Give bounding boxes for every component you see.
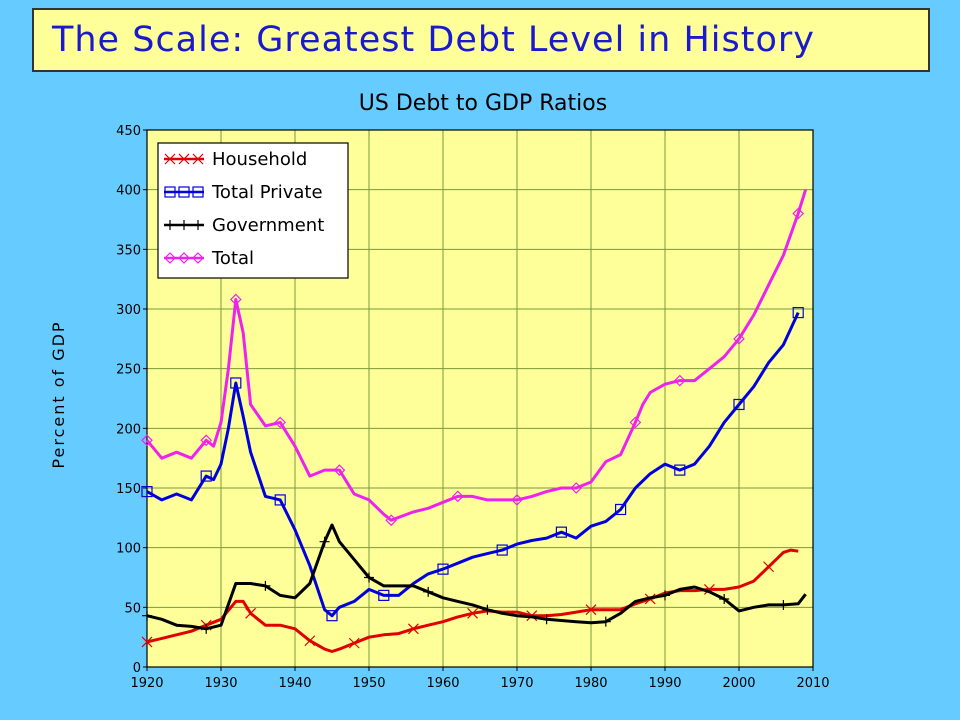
data-point-total-private <box>200 470 212 482</box>
data-point-total <box>673 374 686 387</box>
slide-title-box: The Scale: Greatest Debt Level in Histor… <box>32 8 930 72</box>
legend-marker-household <box>178 153 190 165</box>
legend-marker-government <box>179 220 189 230</box>
y-axis-label: Percent of GDP <box>49 320 68 468</box>
data-point-total-private <box>496 544 508 556</box>
data-point-total-private <box>733 398 745 411</box>
y-tick-label: 200 <box>116 422 141 437</box>
x-tick-label: 2010 <box>796 676 829 691</box>
data-point-government <box>719 593 730 604</box>
data-point-government <box>600 616 611 627</box>
data-point-government <box>482 604 493 615</box>
data-point-government <box>260 580 271 591</box>
data-point-total <box>792 207 805 220</box>
data-point-total <box>333 464 346 476</box>
series-total <box>141 189 808 527</box>
data-point-total <box>733 332 745 345</box>
data-point-total-private <box>274 494 286 506</box>
chart-title: US Debt to GDP Ratios <box>359 91 607 116</box>
y-tick-label: 100 <box>116 542 141 557</box>
data-point-total-private <box>141 485 153 498</box>
y-tick-label: 350 <box>116 243 141 258</box>
data-point-total <box>274 416 287 429</box>
data-point-total-private <box>230 377 242 389</box>
data-point-total <box>451 490 464 503</box>
y-tick-label: 0 <box>133 661 141 676</box>
legend-marker-total-private <box>192 186 204 198</box>
legend-label-total-private: Total Private <box>211 182 323 203</box>
y-tick-label: 250 <box>116 363 141 378</box>
series-line-total <box>145 189 808 522</box>
legend-marker-total-private <box>164 186 176 198</box>
legend: Household Total Private Government Total <box>157 142 349 279</box>
data-point-household <box>467 607 479 619</box>
data-point-household <box>141 636 153 648</box>
data-point-total <box>200 434 213 447</box>
legend-marker-government <box>165 220 175 230</box>
x-tick-label: 1960 <box>426 676 459 691</box>
data-point-total-private <box>792 306 804 319</box>
y-tick-label: 50 <box>124 601 141 616</box>
y-tick-label: 150 <box>116 482 141 497</box>
legend-marker-total <box>164 252 176 264</box>
data-point-household <box>407 623 419 635</box>
legend-label-total: Total <box>211 248 254 269</box>
data-point-total <box>385 514 398 527</box>
data-point-government <box>364 572 374 583</box>
data-point-total-private <box>378 589 390 602</box>
data-point-total-private <box>437 563 449 575</box>
x-tick-label: 1940 <box>278 676 311 691</box>
data-point-total <box>629 416 642 429</box>
data-point-household <box>245 607 257 619</box>
data-point-government <box>423 586 434 597</box>
data-point-government <box>541 614 552 625</box>
x-tick-label: 1930 <box>204 676 237 691</box>
x-tick-label: 1980 <box>574 676 607 691</box>
x-tick-label: 1920 <box>130 676 163 691</box>
data-point-total-private <box>674 464 686 476</box>
data-point-government <box>660 590 670 601</box>
x-tick-label: 2000 <box>722 676 755 691</box>
data-point-total-private <box>555 526 568 538</box>
data-point-government <box>319 536 330 547</box>
data-point-government <box>778 599 789 610</box>
legend-box <box>157 142 349 279</box>
data-point-total <box>229 293 242 306</box>
y-tick-label: 400 <box>116 184 141 199</box>
plot-border <box>146 129 814 668</box>
legend-marker-government <box>193 220 203 230</box>
data-point-total-private <box>326 610 338 622</box>
data-point-total <box>570 482 583 494</box>
data-point-household <box>763 561 775 573</box>
data-point-government <box>142 610 152 621</box>
series-line-government <box>146 523 807 631</box>
legend-marker-household <box>192 153 204 165</box>
series-total-private <box>141 306 804 622</box>
legend-marker-total <box>192 252 204 264</box>
y-tick-label: 450 <box>116 124 141 139</box>
legend-marker-total-private <box>178 186 190 198</box>
legend-label-household: Household <box>212 149 307 170</box>
legend-label-government: Government <box>212 215 324 236</box>
series-government <box>142 523 807 634</box>
x-tick-label: 1950 <box>352 676 385 691</box>
data-point-total <box>511 494 523 506</box>
data-point-government <box>201 623 212 634</box>
x-tick-label: 1970 <box>500 676 533 691</box>
y-tick-label: 300 <box>116 303 141 318</box>
legend-marker-total <box>178 252 190 264</box>
data-point-total <box>141 434 153 447</box>
data-point-household <box>348 637 360 649</box>
x-tick-label: 1990 <box>648 676 681 691</box>
slide-title: The Scale: Greatest Debt Level in Histor… <box>52 20 815 60</box>
legend-marker-household <box>164 153 176 165</box>
data-point-total-private <box>614 503 627 516</box>
data-point-household <box>585 604 597 616</box>
series-line-total-private <box>146 311 800 618</box>
data-point-household <box>304 635 316 647</box>
